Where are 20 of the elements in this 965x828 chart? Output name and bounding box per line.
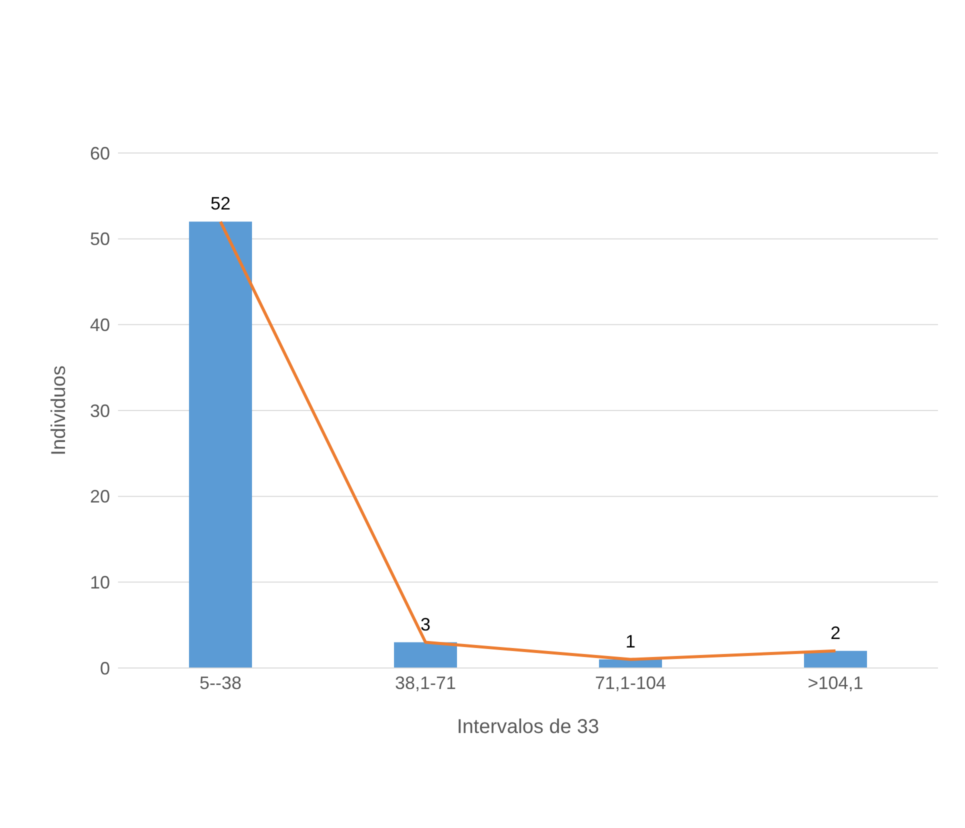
- x-axis-title: Intervalos de 33: [456, 716, 600, 738]
- y-tick-label: 60: [90, 143, 110, 164]
- y-tick-label: 30: [90, 400, 110, 421]
- x-tick-label: 5--38: [199, 672, 242, 693]
- bar: [394, 642, 457, 668]
- data-label: 52: [210, 194, 231, 214]
- y-tick-label: 50: [90, 229, 110, 250]
- x-tick-label: 38,1-71: [394, 672, 456, 693]
- x-tick-label: >104,1: [808, 672, 864, 693]
- y-tick-label: 20: [90, 486, 110, 507]
- bar: [804, 650, 867, 668]
- y-tick-label: 0: [100, 658, 110, 678]
- data-label: 1: [625, 631, 636, 652]
- y-tick-label: 10: [90, 572, 110, 593]
- bar: [189, 222, 252, 668]
- data-label: 2: [830, 622, 841, 643]
- y-axis-title: Individuos: [48, 365, 70, 456]
- x-tick-label: 71,1-104: [594, 672, 666, 693]
- data-label: 3: [420, 614, 431, 634]
- y-tick-label: 40: [90, 315, 110, 336]
